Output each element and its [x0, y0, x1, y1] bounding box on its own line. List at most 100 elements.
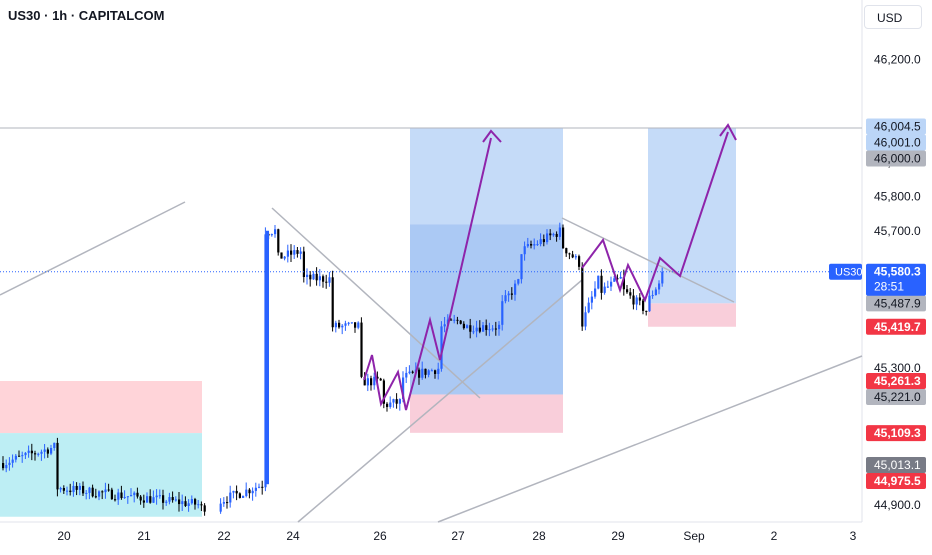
candle: [152, 490, 155, 504]
x-tick-label: 26: [373, 529, 387, 543]
candle-body: [318, 276, 321, 281]
candle: [386, 402, 389, 412]
price-label-text: 46,000.0: [874, 151, 921, 165]
candle-body: [562, 227, 565, 249]
candle: [366, 373, 369, 392]
candle: [98, 490, 101, 501]
candle-body: [264, 234, 267, 488]
candle-body: [392, 399, 395, 403]
candle: [523, 241, 526, 261]
price-label-text: 45,221.0: [874, 390, 921, 404]
candle-body: [389, 402, 392, 407]
candle-body: [574, 256, 577, 258]
candle: [347, 321, 350, 326]
price-label-text: 45,261.3: [874, 374, 921, 388]
candle: [427, 369, 430, 378]
candle: [101, 490, 104, 500]
candle: [50, 444, 53, 456]
candle-body: [571, 254, 574, 258]
candle: [69, 483, 72, 496]
candle-body: [366, 378, 369, 386]
candle: [626, 284, 629, 294]
candle: [373, 372, 376, 390]
candle-body: [590, 296, 593, 303]
candle-body: [18, 455, 21, 457]
candle-body: [293, 250, 296, 255]
candle-body: [354, 322, 357, 328]
candle-body: [552, 233, 555, 236]
price-label-text: 44,975.5: [874, 474, 921, 488]
candle-body: [504, 295, 507, 302]
candle: [238, 492, 241, 499]
candle-body: [360, 322, 363, 377]
candle: [165, 499, 168, 506]
candle-body: [434, 370, 437, 374]
candle: [629, 287, 632, 299]
candle-body: [645, 310, 648, 312]
candle-body: [251, 490, 254, 494]
candle: [334, 320, 337, 333]
candle: [555, 231, 558, 242]
candle: [322, 274, 325, 288]
x-tick-label: 20: [57, 529, 71, 543]
candle-body: [565, 248, 568, 254]
candle-body: [456, 319, 459, 321]
candle-body: [82, 485, 85, 494]
candle: [533, 238, 536, 250]
candle: [504, 290, 507, 304]
candle: [232, 490, 235, 499]
candle-body: [155, 495, 158, 498]
candle-body: [286, 250, 289, 257]
projection-path-1: [363, 137, 492, 411]
candle-body: [642, 300, 645, 311]
candle-body: [331, 277, 334, 328]
candle-body: [69, 490, 72, 493]
candle: [510, 287, 513, 300]
candle-body: [62, 488, 65, 491]
candle-body: [568, 253, 571, 255]
candle-body: [475, 327, 478, 332]
candle: [590, 291, 593, 310]
candle: [178, 492, 181, 512]
candle-body: [363, 376, 366, 386]
x-tick-label: 27: [451, 529, 465, 543]
candle-body: [306, 274, 309, 278]
price-label-text: 46,001.0: [874, 135, 921, 149]
candle: [325, 274, 328, 289]
currency-button[interactable]: USD: [864, 5, 922, 29]
candle: [88, 486, 91, 500]
candle-body: [43, 449, 46, 452]
candle-body: [114, 499, 117, 501]
candle-body: [142, 500, 145, 503]
candle-body: [302, 251, 305, 278]
candle: [37, 452, 40, 457]
candle-body: [194, 499, 197, 505]
candle-body: [149, 496, 152, 503]
candle: [53, 442, 56, 451]
candle: [34, 450, 37, 461]
candle-body: [453, 319, 456, 321]
candle-body: [261, 486, 264, 488]
candle: [546, 229, 549, 245]
candle-body: [344, 323, 347, 326]
candle-body: [88, 487, 91, 493]
candle-body: [139, 496, 142, 501]
candle: [552, 232, 555, 237]
candle: [648, 289, 651, 312]
candle: [133, 491, 136, 503]
candle-body: [104, 489, 107, 493]
candle: [328, 271, 331, 287]
candle: [587, 297, 590, 314]
candle: [274, 225, 277, 238]
candle: [94, 488, 97, 499]
candle: [56, 437, 59, 497]
candle: [603, 282, 606, 295]
candle-body: [123, 497, 126, 499]
candle-body: [578, 256, 581, 267]
candle-body: [50, 447, 53, 454]
candle: [59, 486, 62, 493]
x-tick-label: 2: [771, 529, 778, 543]
candle: [245, 482, 248, 498]
